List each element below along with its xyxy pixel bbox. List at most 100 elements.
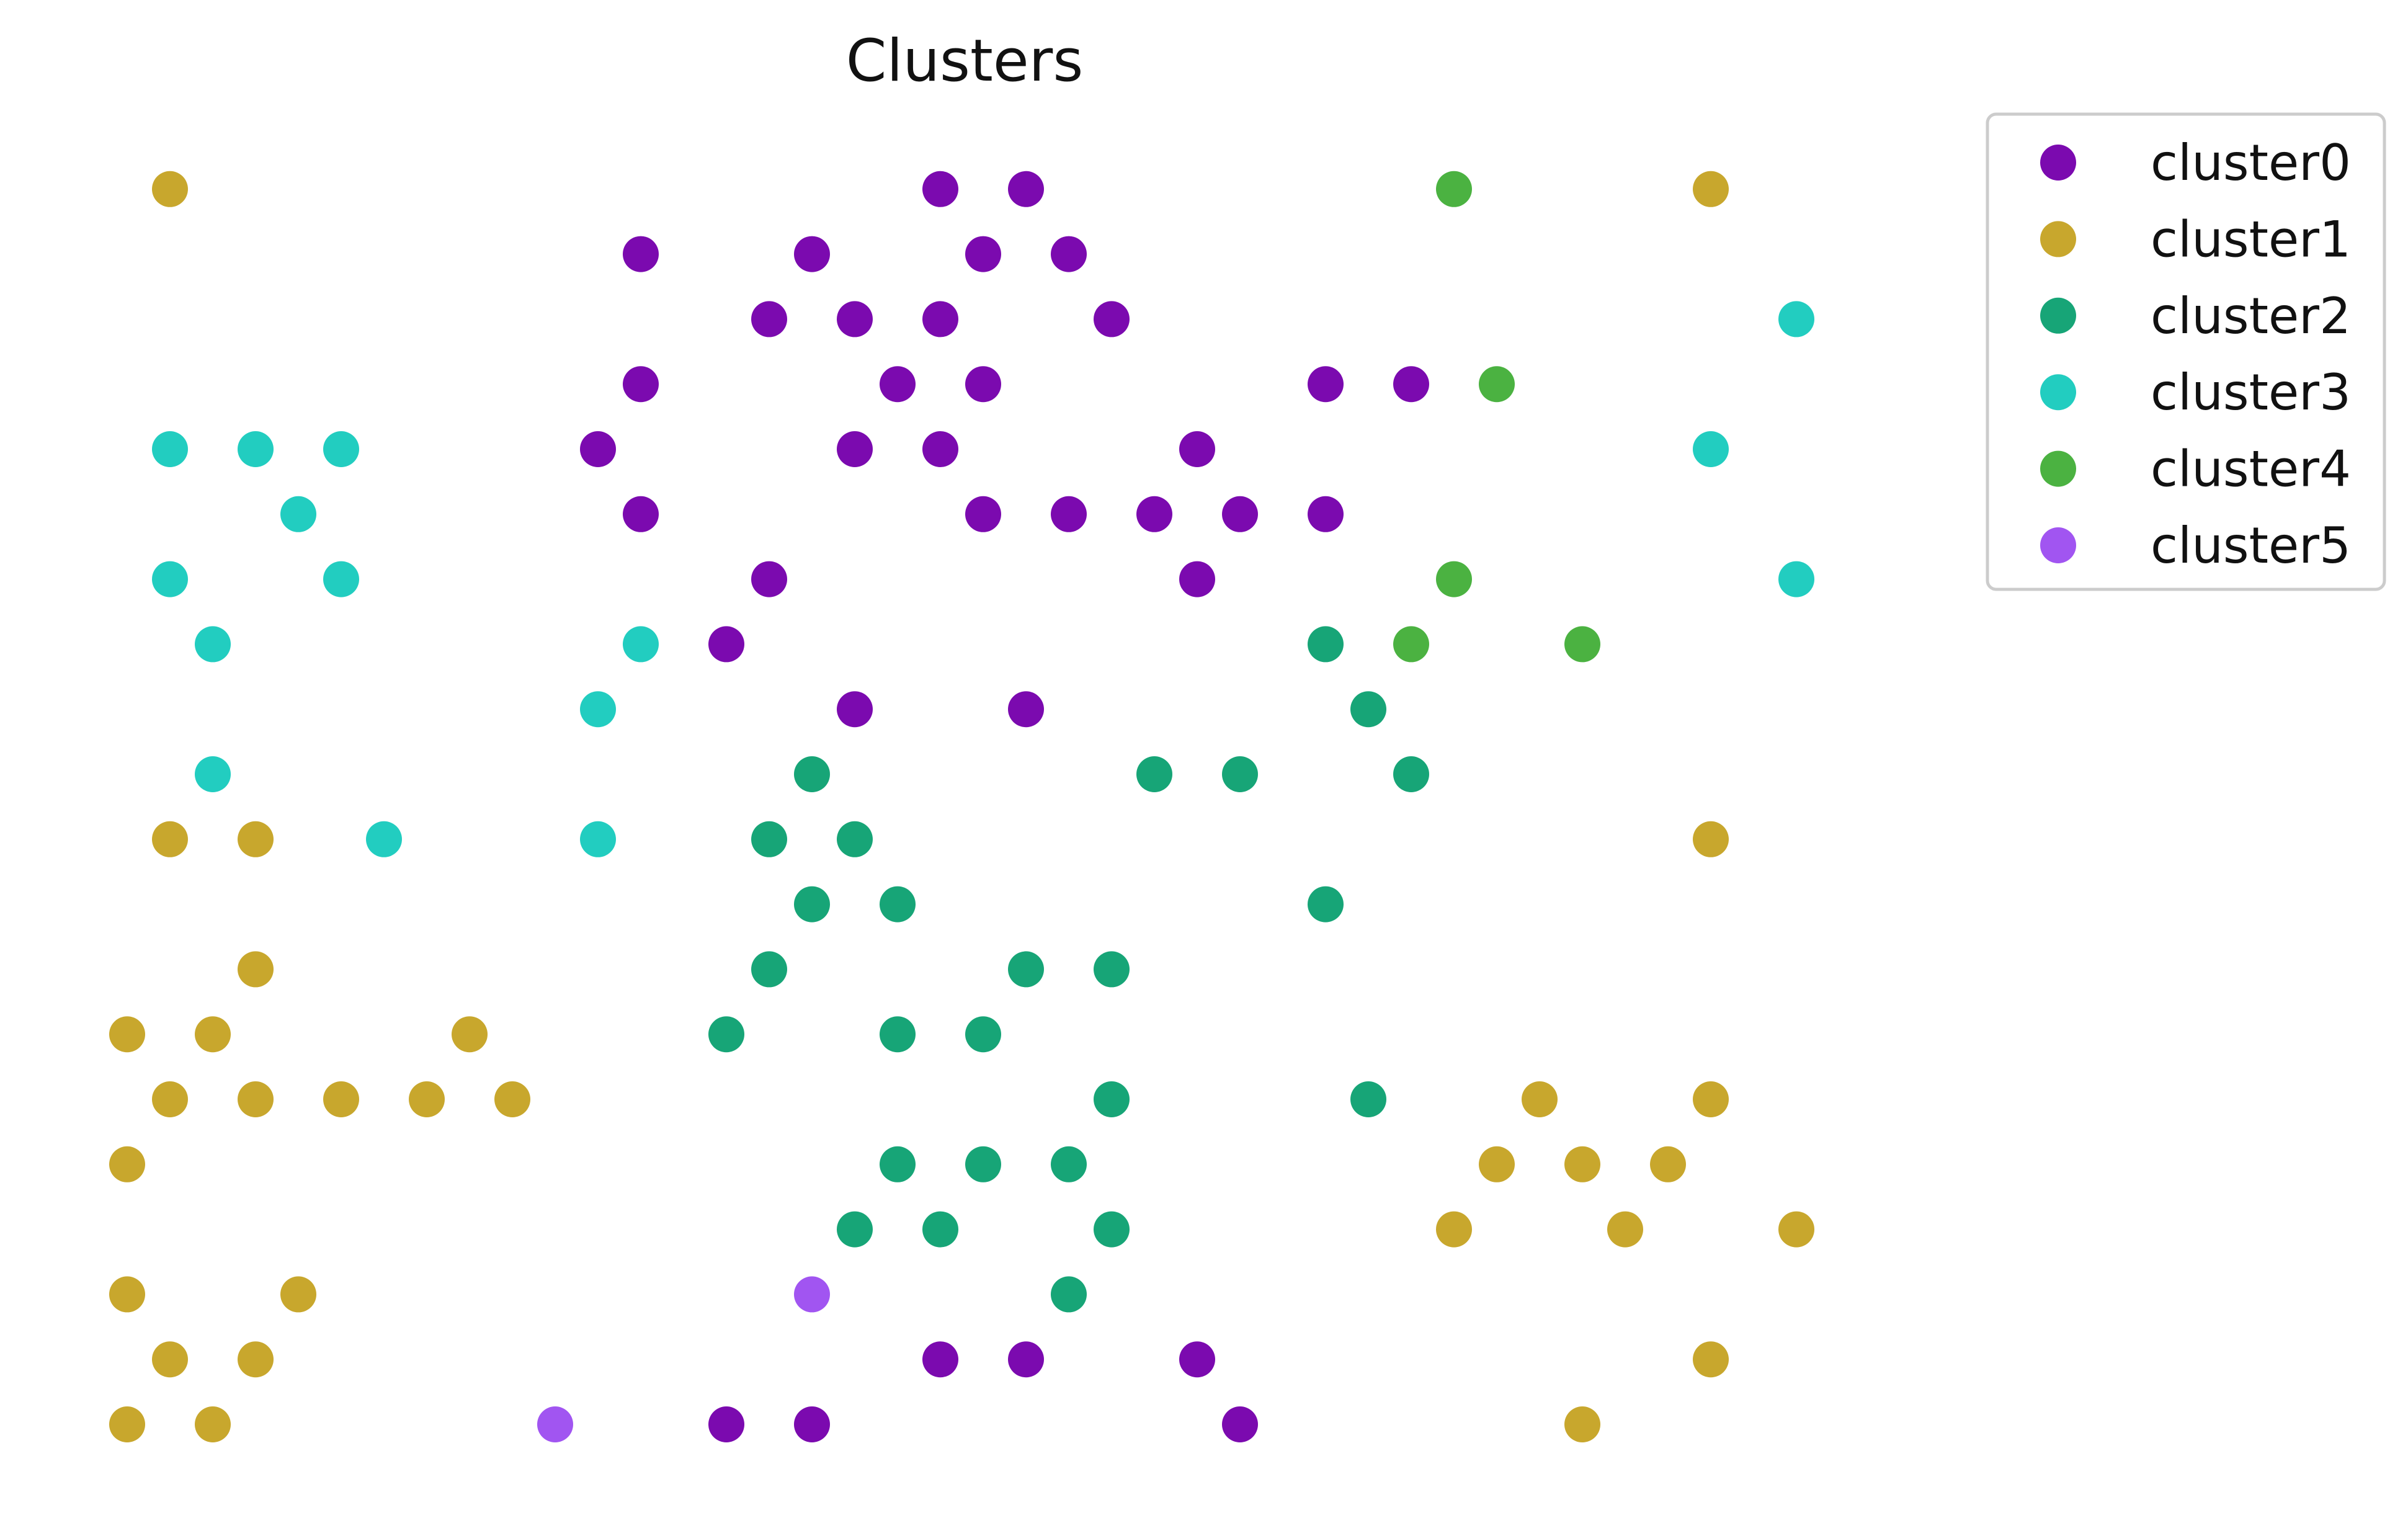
cluster1-point: [1650, 1146, 1686, 1182]
cluster2-point: [1094, 1081, 1130, 1117]
cluster4-point: [1393, 626, 1429, 663]
cluster2-point: [837, 821, 873, 857]
cluster1-point: [1436, 1211, 1472, 1248]
cluster2-point: [922, 1211, 958, 1248]
cluster2-point: [880, 1016, 916, 1053]
cluster4-point: [1436, 171, 1472, 207]
cluster0-point: [580, 431, 616, 467]
legend-marker-cluster2: [2040, 297, 2076, 334]
series-cluster2: [708, 626, 1429, 1313]
cluster0-point: [1094, 301, 1130, 337]
cluster1-point: [238, 1081, 274, 1117]
cluster3-point: [152, 431, 188, 467]
cluster0-point: [1308, 366, 1344, 403]
cluster2-point: [708, 1016, 744, 1053]
series-cluster3: [152, 301, 1814, 857]
cluster0-point: [1008, 1341, 1044, 1378]
cluster0-point: [708, 626, 744, 663]
cluster3-point: [1778, 561, 1814, 597]
cluster0-point: [794, 236, 830, 272]
cluster0-point: [922, 431, 958, 467]
legend-label-cluster2: cluster2: [2151, 287, 2351, 345]
cluster2-point: [794, 886, 830, 923]
cluster0-point: [965, 236, 1001, 272]
cluster1-point: [238, 1341, 274, 1378]
legend-marker-cluster1: [2040, 221, 2076, 257]
cluster2-point: [794, 756, 830, 792]
cluster3-point: [195, 626, 231, 663]
cluster0-point: [1222, 1406, 1258, 1442]
cluster0-point: [1136, 496, 1172, 532]
cluster3-point: [152, 561, 188, 597]
cluster2-point: [837, 1211, 873, 1248]
cluster0-point: [837, 301, 873, 337]
cluster0-point: [1179, 1341, 1215, 1378]
cluster2-point: [1094, 1211, 1130, 1248]
cluster4-point: [1479, 366, 1515, 403]
cluster1-point: [238, 821, 274, 857]
cluster2-point: [751, 951, 787, 988]
legend-frame: [1986, 112, 2386, 591]
cluster1-point: [280, 1276, 316, 1313]
cluster3-point: [366, 821, 402, 857]
legend-label-cluster4: cluster4: [2151, 440, 2351, 498]
cluster1-point: [323, 1081, 359, 1117]
cluster3-point: [323, 431, 359, 467]
cluster0-point: [837, 431, 873, 467]
cluster0-point: [751, 561, 787, 597]
cluster0-point: [751, 301, 787, 337]
cluster3-point: [280, 496, 316, 532]
cluster0-point: [623, 236, 659, 272]
legend-marker-cluster3: [2040, 374, 2076, 411]
legend-marker-cluster4: [2040, 450, 2076, 487]
cluster1-point: [409, 1081, 445, 1117]
cluster0-point: [1222, 496, 1258, 532]
chart-title: Clusters: [846, 27, 1084, 95]
cluster1-point: [238, 951, 274, 988]
cluster1-point: [109, 1016, 145, 1053]
cluster0-point: [922, 301, 958, 337]
cluster0-point: [1051, 236, 1087, 272]
cluster1-point: [195, 1016, 231, 1053]
cluster2-point: [1094, 951, 1130, 988]
cluster0-point: [965, 366, 1001, 403]
cluster4-point: [1564, 626, 1600, 663]
cluster1-point: [1693, 1081, 1729, 1117]
cluster3-point: [323, 561, 359, 597]
cluster0-point: [623, 366, 659, 403]
cluster0-point: [623, 496, 659, 532]
cluster0-point: [1008, 171, 1044, 207]
cluster0-point: [1308, 496, 1344, 532]
cluster2-point: [965, 1146, 1001, 1182]
legend-label-cluster0: cluster0: [2151, 134, 2351, 192]
cluster1-point: [152, 821, 188, 857]
legend-label-cluster5: cluster5: [2151, 517, 2351, 574]
legend-label-cluster3: cluster3: [2151, 364, 2351, 421]
cluster3-point: [238, 431, 274, 467]
cluster0-point: [708, 1406, 744, 1442]
cluster1-point: [1479, 1146, 1515, 1182]
cluster1-point: [1778, 1211, 1814, 1248]
cluster2-point: [1051, 1146, 1087, 1182]
cluster3-point: [580, 691, 616, 728]
series-cluster1: [109, 171, 1814, 1442]
cluster0-point: [922, 171, 958, 207]
cluster1-point: [109, 1146, 145, 1182]
cluster0-point: [965, 496, 1001, 532]
cluster2-point: [880, 886, 916, 923]
cluster1-point: [1693, 821, 1729, 857]
cluster1-point: [494, 1081, 530, 1117]
cluster1-point: [1607, 1211, 1643, 1248]
cluster0-point: [1179, 561, 1215, 597]
cluster0-point: [837, 691, 873, 728]
cluster2-point: [1308, 626, 1344, 663]
cluster1-point: [152, 1081, 188, 1117]
legend-label-cluster1: cluster1: [2151, 210, 2351, 268]
cluster1-point: [1693, 171, 1729, 207]
series-cluster4: [1393, 171, 1600, 663]
cluster3-point: [580, 821, 616, 857]
cluster2-point: [1350, 691, 1386, 728]
cluster1-point: [452, 1016, 488, 1053]
cluster3-point: [1778, 301, 1814, 337]
cluster0-point: [922, 1341, 958, 1378]
